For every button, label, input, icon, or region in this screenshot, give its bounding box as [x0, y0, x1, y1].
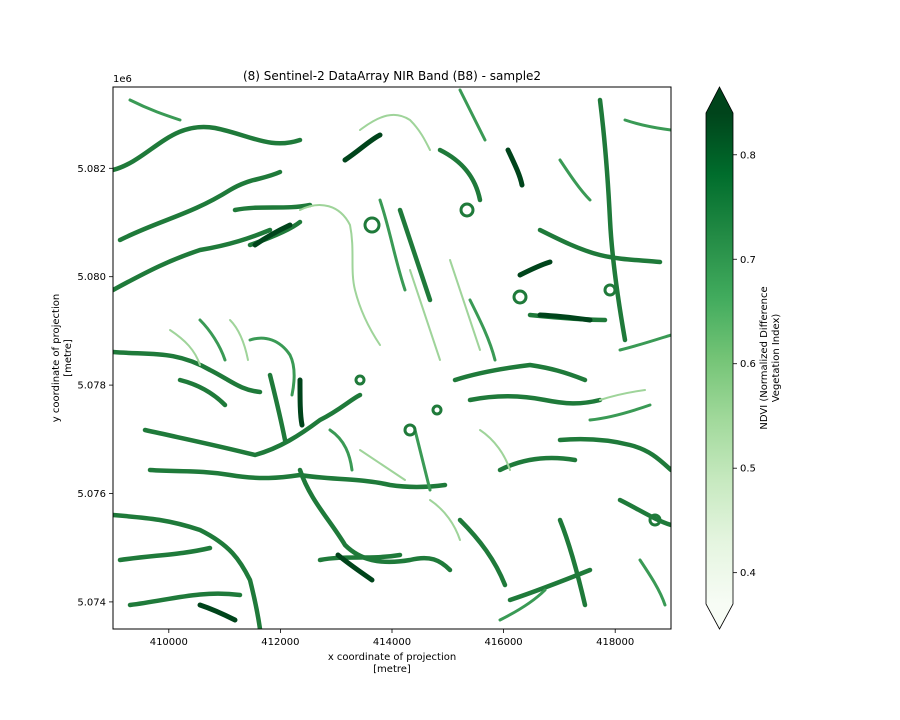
y-axis: 5.074 5.076 5.078 5.080 5.082: [77, 164, 113, 608]
y-tick-label: 5.076: [77, 489, 106, 500]
x-tick-label: 418000: [596, 637, 634, 648]
colorbar-outline: [705, 86, 734, 630]
chart-title: (8) Sentinel-2 DataArray NIR Band (B8) -…: [243, 69, 541, 83]
x-tick-label: 414000: [373, 637, 411, 648]
colorbar-tick-label: 0.8: [740, 150, 756, 161]
ndvi-raster: [113, 88, 671, 629]
colorbar-tick-label: 0.5: [740, 464, 756, 475]
y-tick-label: 5.082: [77, 164, 106, 175]
y-offset-label: 1e6: [113, 74, 132, 85]
colorbar-tick-label: 0.7: [740, 255, 756, 266]
x-axis: 410000 412000 414000 416000 418000: [150, 629, 634, 648]
y-axis-label-unit: [metre]: [63, 339, 74, 377]
x-tick-label: 412000: [261, 637, 299, 648]
colorbar-tick-label: 0.6: [740, 359, 756, 370]
colorbar-extend-min: [706, 604, 733, 629]
colorbar-axis: 0.4 0.5 0.6 0.7 0.8: [733, 150, 756, 579]
y-tick-label: 5.078: [77, 381, 106, 392]
colorbar: [706, 113, 733, 604]
plot-area: [113, 87, 671, 629]
x-axis-label: x coordinate of projection: [328, 652, 456, 663]
colorbar-label: NDVI (Normalized Difference: [759, 286, 770, 429]
colorbar-tick-label: 0.4: [740, 568, 756, 579]
colorbar-label-2: Vegetation Index): [771, 314, 782, 403]
colorbar-extend-max: [706, 87, 733, 113]
x-tick-label: 410000: [150, 637, 188, 648]
x-axis-label-unit: [metre]: [373, 664, 411, 675]
y-tick-label: 5.080: [77, 272, 106, 283]
x-tick-label: 416000: [485, 637, 523, 648]
y-axis-label: y coordinate of projection: [51, 294, 62, 422]
y-tick-label: 5.074: [77, 597, 106, 608]
